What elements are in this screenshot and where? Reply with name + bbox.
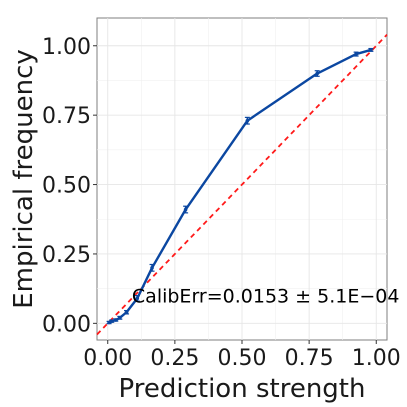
x-axis-label: Prediction strength (119, 374, 366, 404)
y-tick-label: 1.00 (42, 35, 91, 60)
data-point (245, 118, 250, 123)
x-tick-label: 0.25 (150, 346, 199, 371)
data-point (315, 71, 319, 76)
y-axis: 0.00 0.25 0.50 0.75 1.00 (42, 35, 97, 337)
data-point (107, 320, 111, 325)
y-tick-label: 0.25 (42, 243, 91, 268)
x-tick-label: 0.00 (83, 346, 132, 371)
x-tick-label: 0.50 (218, 346, 267, 371)
data-point (113, 318, 118, 322)
data-point (369, 48, 373, 52)
x-tick-label: 0.75 (285, 346, 334, 371)
grid (97, 18, 387, 340)
diagonal-reference-line (96, 34, 388, 336)
data-point (124, 310, 129, 315)
calibration-error-annotation: CalibErr=0.0153 ± 5.1E−04 (132, 286, 400, 308)
data-point (150, 266, 154, 270)
reference-line (96, 34, 388, 336)
x-tick-label: 1.00 (352, 346, 401, 371)
data-point (109, 319, 114, 323)
data-point (354, 52, 358, 56)
y-tick-label: 0.50 (42, 174, 91, 199)
y-tick-label: 0.00 (42, 312, 91, 337)
x-axis: 0.00 0.25 0.50 0.75 1.00 (83, 340, 401, 371)
y-tick-label: 0.75 (42, 104, 91, 129)
data-point (118, 315, 122, 320)
data-point (183, 207, 188, 212)
y-axis-label: Empirical frequency (9, 49, 39, 309)
data-point (135, 296, 140, 301)
calibration-series (106, 47, 374, 325)
